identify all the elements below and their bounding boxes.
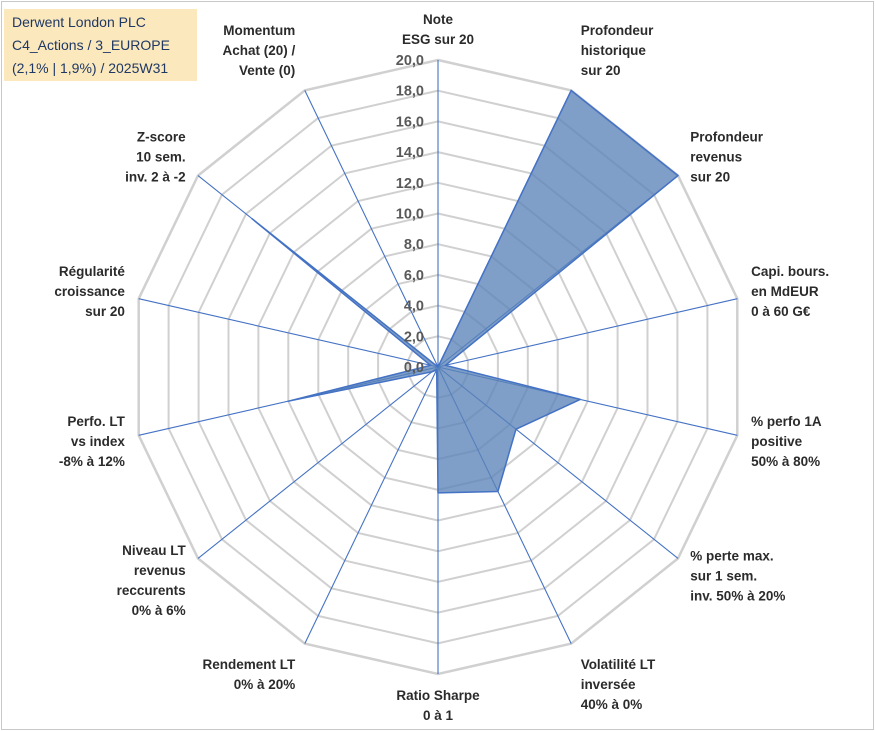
- axis-label-line: Achat (20) /: [223, 43, 296, 58]
- axis-label-line: Régularité: [59, 264, 126, 279]
- radar-series: [251, 89, 679, 494]
- radar-tick-labels: 0,0 2,0 4,0 6,0 8,0 10,0 12,0 14,0 16,0 18,0 20,0: [396, 53, 424, 376]
- axis-label-line: 0% à 20%: [234, 677, 296, 692]
- axis-spoke: [437, 298, 738, 368]
- axis-label-line: 10 sem.: [136, 150, 186, 165]
- tick-label: 20,0: [396, 53, 424, 69]
- axis-label-line: % perfo 1A: [751, 414, 822, 429]
- axis-spoke: [138, 298, 439, 368]
- tick-label: 16,0: [396, 114, 424, 130]
- tick-label: 10,0: [396, 207, 424, 223]
- axis-label-line: 40% à 0%: [581, 697, 643, 712]
- axis-label: Momentum Achat (20) / Vente (0): [223, 23, 296, 78]
- axis-label-line: % perte max.: [690, 549, 773, 564]
- title-line-company: Derwent London PLC: [12, 14, 146, 30]
- axis-label-line: Profondeur: [690, 130, 763, 145]
- chart-title-box: Derwent London PLC C4_Actions / 3_EUROPE…: [4, 9, 197, 81]
- tick-label: 6,0: [404, 268, 424, 284]
- axis-label: Profondeur revenus sur 20: [690, 130, 763, 185]
- axis-label: Ratio Sharpe 0 à 1: [396, 688, 480, 723]
- tick-label: 2,0: [404, 329, 424, 345]
- series-area: [251, 89, 679, 494]
- axis-label-line: Momentum: [223, 23, 295, 38]
- tick-label: 18,0: [396, 84, 424, 100]
- axis-label-line: Capi. bours.: [751, 264, 829, 279]
- axis-label: % perte max. sur 1 sem. inv. 50% à 20%: [690, 549, 785, 604]
- axis-label: Niveau LT revenus reccurents 0% à 6%: [117, 543, 187, 618]
- axis-label-line: 50% à 80%: [751, 454, 820, 469]
- axis-label-line: 0% à 6%: [132, 603, 186, 618]
- axis-spoke: [197, 366, 439, 559]
- axis-label: Capi. bours. en MdEUR 0 à 60 G€: [751, 264, 829, 319]
- axis-spoke: [304, 90, 439, 368]
- axis-label: Note ESG sur 20: [402, 12, 474, 47]
- tick-label: 0,0: [404, 360, 424, 376]
- axis-label-line: -8% à 12%: [59, 454, 125, 469]
- axis-label: Régularité croissance sur 20: [54, 264, 125, 319]
- axis-label-line: inv. 50% à 20%: [690, 589, 785, 604]
- tick-label: 14,0: [396, 145, 424, 161]
- axis-label-line: sur 20: [581, 63, 621, 78]
- axis-label-line: Profondeur: [581, 23, 654, 38]
- title-line-stats: (2,1% | 1,9%) / 2025W31: [12, 60, 169, 76]
- axis-label-line: revenus: [134, 563, 186, 578]
- axis-label-line: Z-score: [137, 130, 186, 145]
- axis-spoke: [304, 366, 439, 644]
- tick-label: 8,0: [404, 237, 424, 253]
- axis-label-line: 0 à 60 G€: [751, 304, 811, 319]
- axis-label-line: Niveau LT: [122, 543, 186, 558]
- axis-label-line: sur 20: [690, 170, 730, 185]
- axis-label-line: Perfo. LT: [67, 414, 125, 429]
- title-line-category: C4_Actions / 3_EUROPE: [12, 37, 170, 53]
- axis-label-line: Vente (0): [239, 63, 295, 78]
- axis-label-line: Rendement LT: [203, 657, 297, 672]
- axis-label: Volatilité LT inversée 40% à 0%: [581, 657, 656, 712]
- axis-label-line: 0 à 1: [423, 708, 454, 723]
- axis-label: Rendement LT 0% à 20%: [203, 657, 297, 692]
- radar-axis-labels: Note ESG sur 20 Profondeur historique sur 20…: [54, 12, 829, 723]
- axis-label: Z-score 10 sem. inv. 2 à -2: [125, 130, 186, 185]
- axis-label-line: Ratio Sharpe: [396, 688, 480, 703]
- axis-label-line: croissance: [54, 284, 125, 299]
- axis-label-line: Volatilité LT: [581, 657, 656, 672]
- axis-label-line: vs index: [71, 434, 126, 449]
- axis-label-line: revenus: [690, 150, 742, 165]
- tick-label: 4,0: [404, 299, 424, 315]
- axis-label-line: sur 20: [85, 304, 125, 319]
- axis-label-line: Note: [423, 12, 453, 27]
- axis-label-line: ESG sur 20: [402, 32, 474, 47]
- axis-label-line: inv. 2 à -2: [125, 170, 186, 185]
- axis-label: Perfo. LT vs index -8% à 12%: [59, 414, 126, 469]
- axis-label-line: historique: [581, 43, 647, 58]
- axis-label-line: reccurents: [117, 583, 186, 598]
- axis-label-line: positive: [751, 434, 803, 449]
- axis-label: % perfo 1A positive 50% à 80%: [751, 414, 822, 469]
- axis-label-line: en MdEUR: [751, 284, 819, 299]
- tick-label: 12,0: [396, 176, 424, 192]
- axis-label: Profondeur historique sur 20: [581, 23, 654, 78]
- axis-label-line: sur 1 sem.: [690, 569, 757, 584]
- axis-label-line: inversée: [581, 677, 636, 692]
